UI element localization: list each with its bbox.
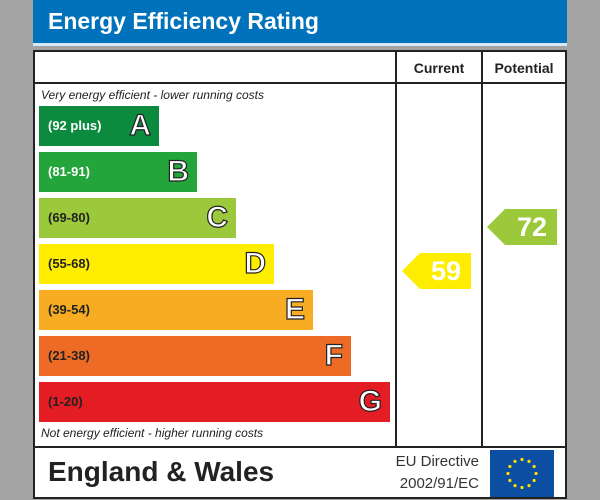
band-letter: C bbox=[206, 200, 229, 234]
band-letter: D bbox=[244, 246, 267, 280]
directive-line1: EU Directive bbox=[395, 453, 479, 470]
band-letter: B bbox=[167, 154, 190, 188]
divider bbox=[395, 52, 397, 448]
star bbox=[513, 459, 517, 463]
band-f: (21-38) F bbox=[39, 336, 351, 376]
star bbox=[532, 478, 536, 483]
rating-table: Current Potential Very energy efficient … bbox=[33, 50, 567, 499]
star bbox=[520, 457, 524, 462]
potential-rating-arrow: 72 bbox=[487, 209, 557, 245]
star bbox=[508, 464, 512, 469]
bottom-note: Not energy efficient - higher running co… bbox=[41, 426, 264, 440]
band-range: (1-20) bbox=[48, 394, 83, 409]
band-range: (81-91) bbox=[48, 164, 90, 179]
band-e: (39-54) E bbox=[39, 290, 313, 330]
top-note: Very energy efficient - lower running co… bbox=[41, 88, 264, 102]
band-c: (69-80) C bbox=[39, 198, 236, 238]
star bbox=[527, 484, 531, 488]
current-header: Current bbox=[413, 60, 465, 76]
directive-line2: 2002/91/EC bbox=[399, 475, 479, 492]
star bbox=[534, 471, 538, 476]
band-d: (55-68) D bbox=[39, 244, 274, 284]
band-letter: A bbox=[129, 108, 152, 142]
eu-flag-icon bbox=[490, 450, 554, 497]
band-a: (92 plus) A bbox=[39, 106, 159, 146]
star bbox=[506, 471, 510, 476]
band-g: (1-20) G bbox=[39, 382, 390, 422]
current-rating-arrow: 59 bbox=[402, 253, 471, 289]
star bbox=[520, 485, 524, 490]
divider bbox=[35, 82, 565, 84]
star bbox=[532, 464, 536, 469]
band-range: (92 plus) bbox=[48, 118, 102, 133]
band-range: (39-54) bbox=[48, 302, 90, 317]
band-letter: E bbox=[284, 292, 305, 326]
band-letter: F bbox=[324, 338, 344, 372]
title: Energy Efficiency Rating bbox=[48, 8, 319, 34]
header: Energy Efficiency Rating bbox=[33, 0, 567, 46]
region-label: England & Wales bbox=[48, 456, 275, 487]
eu-directive: EU Directive 2002/91/EC bbox=[375, 451, 479, 495]
band-range: (55-68) bbox=[48, 256, 90, 271]
band-letter: G bbox=[358, 384, 383, 418]
star bbox=[508, 478, 512, 483]
divider bbox=[481, 52, 483, 448]
band-range: (21-38) bbox=[48, 348, 90, 363]
band-b: (81-91) B bbox=[39, 152, 197, 192]
divider bbox=[35, 446, 565, 448]
potential-header: Potential bbox=[494, 60, 554, 76]
band-range: (69-80) bbox=[48, 210, 90, 225]
star bbox=[513, 484, 517, 488]
star bbox=[527, 459, 531, 463]
